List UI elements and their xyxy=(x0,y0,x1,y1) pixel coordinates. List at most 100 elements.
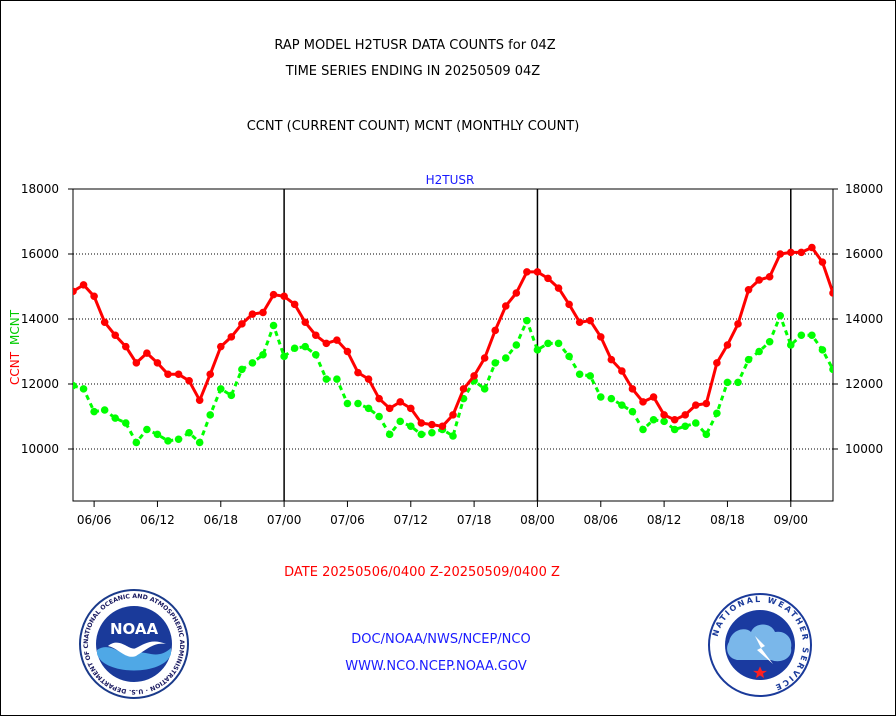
data-point-ccnt xyxy=(164,370,172,379)
data-point-mcnt xyxy=(596,393,605,401)
noaa-logo: NATIONAL OCEANIC AND ATMOSPHERIC ADMINIS… xyxy=(78,588,189,699)
x-tick-label: 06/06 xyxy=(77,513,112,527)
data-point-mcnt xyxy=(164,437,172,445)
data-point-ccnt xyxy=(512,289,521,297)
data-point-ccnt xyxy=(333,336,341,344)
org-label: DOC/NOAA/NWS/NCEP/NCO xyxy=(351,632,531,647)
data-point-ccnt xyxy=(533,268,542,276)
data-point-mcnt xyxy=(322,375,331,383)
data-point-mcnt xyxy=(290,344,299,353)
y-tick-label-right: 12000 xyxy=(845,377,883,391)
y-tick-label-left: 16000 xyxy=(21,247,59,261)
data-point-ccnt xyxy=(544,274,552,283)
data-point-ccnt xyxy=(73,287,77,296)
x-tick-label: 08/00 xyxy=(520,513,555,527)
data-point-ccnt xyxy=(428,420,436,429)
data-point-mcnt xyxy=(375,412,383,421)
data-point-mcnt xyxy=(607,394,616,403)
data-point-ccnt xyxy=(607,355,616,364)
data-point-mcnt xyxy=(227,391,236,400)
y-axis-label-mcnt: MCNT xyxy=(8,309,22,345)
data-point-mcnt xyxy=(554,339,563,348)
data-point-mcnt xyxy=(269,321,278,330)
data-point-mcnt xyxy=(301,342,310,351)
data-point-ccnt xyxy=(111,331,120,340)
data-point-mcnt xyxy=(143,425,151,434)
nws-logo: NATIONAL WEATHER SERVICE xyxy=(708,593,812,697)
data-point-mcnt xyxy=(776,311,785,320)
data-point-ccnt xyxy=(132,359,141,367)
data-point-ccnt xyxy=(765,272,774,281)
data-point-ccnt xyxy=(670,415,679,424)
data-point-ccnt xyxy=(776,250,785,258)
data-point-mcnt xyxy=(480,385,489,393)
axis-layer xyxy=(68,188,838,507)
header-title-line3: CCNT (CURRENT COUNT) MCNT (MONTHLY COUNT… xyxy=(246,119,580,134)
data-point-mcnt xyxy=(280,352,288,361)
y-tick-label-right: 14000 xyxy=(845,312,883,326)
x-tick-label: 07/06 xyxy=(330,513,365,527)
data-point-ccnt xyxy=(343,347,352,356)
y-tick-label-left: 10000 xyxy=(21,442,59,456)
data-point-ccnt xyxy=(596,333,605,341)
data-point-mcnt xyxy=(100,406,109,414)
data-point-ccnt xyxy=(808,243,816,252)
data-point-ccnt xyxy=(713,359,721,367)
x-tick-label: 09/00 xyxy=(773,513,808,527)
data-point-ccnt xyxy=(322,339,331,348)
data-point-mcnt xyxy=(216,385,225,393)
data-point-mcnt xyxy=(491,359,500,367)
data-point-mcnt xyxy=(259,350,267,359)
plot-frame xyxy=(72,188,834,502)
data-point-ccnt xyxy=(216,342,225,351)
series-ccnt xyxy=(73,243,833,431)
data-point-mcnt xyxy=(818,346,827,354)
x-tick-label: 07/12 xyxy=(393,513,428,527)
time-series-chart: 10000 10000 12000 12000 14000 14000 16000 16000… xyxy=(8,173,883,527)
data-point-mcnt xyxy=(195,438,204,447)
data-point-mcnt xyxy=(354,399,362,408)
data-point-ccnt xyxy=(628,385,637,393)
data-point-mcnt xyxy=(73,381,77,390)
y-tick-label-right: 10000 xyxy=(845,442,883,456)
data-point-ccnt xyxy=(375,394,383,403)
x-tick-label: 07/00 xyxy=(267,513,302,527)
data-point-mcnt xyxy=(174,435,183,444)
grid-layer xyxy=(73,189,833,501)
data-point-mcnt xyxy=(639,425,647,434)
noaa-logo-text: NOAA xyxy=(110,620,159,638)
data-point-mcnt xyxy=(343,399,352,408)
data-point-ccnt xyxy=(639,398,647,406)
x-tick-label: 08/06 xyxy=(583,513,618,527)
data-point-ccnt xyxy=(744,285,753,294)
data-point-mcnt xyxy=(185,428,193,437)
data-point-mcnt xyxy=(649,415,658,424)
data-point-ccnt xyxy=(396,398,405,406)
data-point-ccnt xyxy=(385,404,394,413)
data-point-ccnt xyxy=(523,268,531,276)
data-point-mcnt xyxy=(681,422,690,431)
data-point-mcnt xyxy=(79,385,88,393)
data-point-mcnt xyxy=(786,341,795,349)
data-point-mcnt xyxy=(765,337,774,346)
website-link[interactable]: WWW.NCO.NCEP.NOAA.GOV xyxy=(345,659,527,674)
y-tick-label-right: 16000 xyxy=(845,247,883,261)
data-point-ccnt xyxy=(491,326,500,335)
data-point-ccnt xyxy=(195,396,204,405)
data-point-mcnt xyxy=(565,352,573,361)
data-point-mcnt xyxy=(396,417,405,426)
data-point-ccnt xyxy=(280,292,288,301)
series-layer xyxy=(73,243,833,447)
data-point-ccnt xyxy=(797,248,806,257)
x-tick-label: 06/12 xyxy=(140,513,175,527)
data-point-ccnt xyxy=(185,376,193,385)
data-point-ccnt xyxy=(786,248,795,257)
y-tick-label-right: 18000 xyxy=(845,182,883,196)
data-point-ccnt xyxy=(470,372,478,380)
data-point-ccnt xyxy=(206,370,215,379)
data-point-ccnt xyxy=(829,289,833,297)
data-point-mcnt xyxy=(702,430,711,439)
data-point-ccnt xyxy=(238,320,246,328)
data-point-ccnt xyxy=(227,333,236,341)
data-point-ccnt xyxy=(438,422,447,431)
